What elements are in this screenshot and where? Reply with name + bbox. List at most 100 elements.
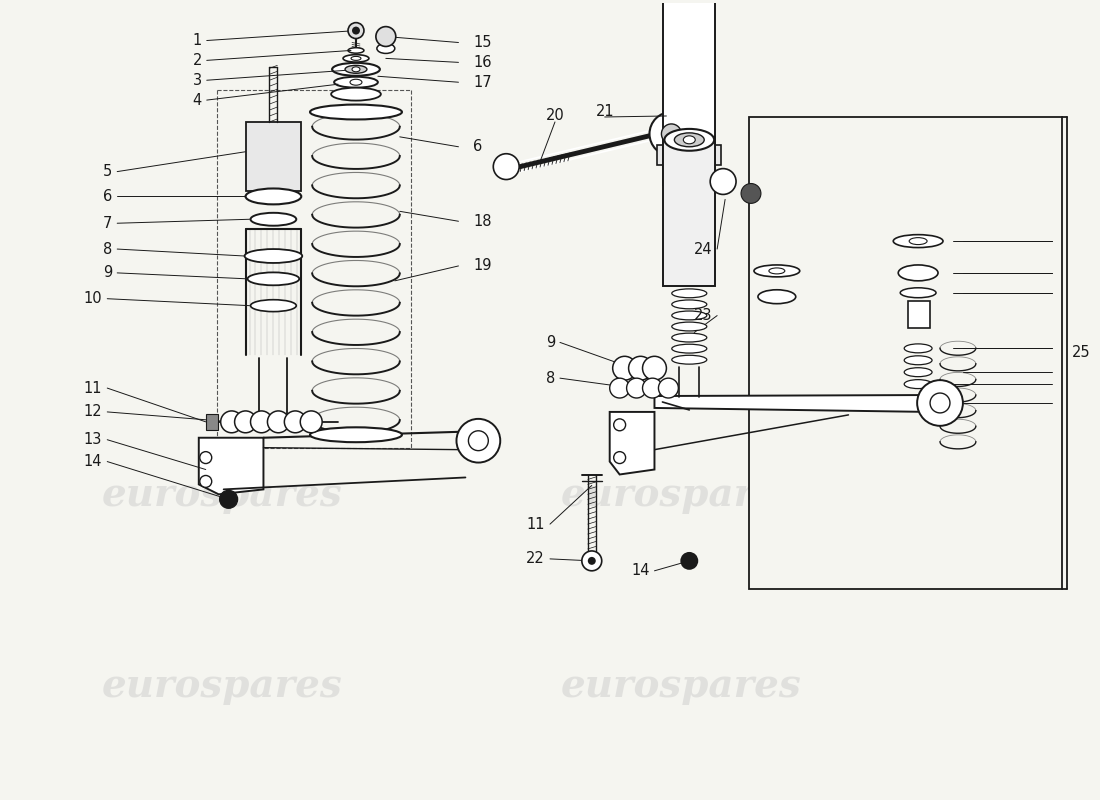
Polygon shape bbox=[654, 395, 928, 412]
Circle shape bbox=[200, 452, 211, 463]
Text: 7: 7 bbox=[102, 216, 112, 230]
Ellipse shape bbox=[754, 265, 800, 277]
Ellipse shape bbox=[904, 368, 932, 377]
Text: eurospares: eurospares bbox=[561, 476, 802, 514]
Circle shape bbox=[267, 411, 289, 433]
Text: 22: 22 bbox=[526, 551, 544, 566]
Bar bbox=[206, 414, 218, 430]
Ellipse shape bbox=[672, 311, 707, 320]
Polygon shape bbox=[609, 412, 654, 474]
Text: 12: 12 bbox=[84, 405, 102, 419]
Text: 20: 20 bbox=[546, 109, 564, 123]
Circle shape bbox=[642, 378, 662, 398]
Bar bbox=[663, 137, 715, 286]
Ellipse shape bbox=[664, 129, 714, 150]
Ellipse shape bbox=[331, 88, 381, 101]
Ellipse shape bbox=[343, 54, 368, 62]
Circle shape bbox=[614, 419, 626, 430]
Circle shape bbox=[614, 452, 626, 463]
Text: 15: 15 bbox=[473, 35, 492, 50]
Circle shape bbox=[741, 183, 761, 203]
Ellipse shape bbox=[904, 344, 932, 353]
Bar bbox=[658, 145, 722, 165]
Text: 9: 9 bbox=[546, 335, 556, 350]
Circle shape bbox=[917, 380, 962, 426]
Text: 17: 17 bbox=[473, 74, 492, 90]
Text: 1: 1 bbox=[192, 33, 201, 48]
Text: 23: 23 bbox=[694, 308, 712, 323]
Circle shape bbox=[582, 551, 602, 571]
Ellipse shape bbox=[900, 288, 936, 298]
Circle shape bbox=[221, 411, 243, 433]
Ellipse shape bbox=[348, 48, 364, 53]
Circle shape bbox=[931, 393, 950, 413]
Ellipse shape bbox=[244, 249, 303, 263]
Text: eurospares: eurospares bbox=[101, 476, 342, 514]
Ellipse shape bbox=[672, 322, 707, 331]
Ellipse shape bbox=[904, 380, 932, 389]
Ellipse shape bbox=[674, 133, 704, 146]
Ellipse shape bbox=[345, 66, 367, 74]
Ellipse shape bbox=[672, 333, 707, 342]
Text: 6: 6 bbox=[103, 189, 112, 204]
Text: 24: 24 bbox=[694, 242, 712, 257]
Circle shape bbox=[200, 475, 211, 487]
Ellipse shape bbox=[332, 63, 380, 76]
Ellipse shape bbox=[251, 300, 296, 312]
Polygon shape bbox=[199, 438, 264, 494]
Circle shape bbox=[284, 411, 306, 433]
Bar bbox=[663, 0, 715, 185]
Ellipse shape bbox=[352, 67, 360, 72]
Bar bbox=[749, 117, 1063, 589]
Ellipse shape bbox=[769, 268, 784, 274]
Circle shape bbox=[348, 22, 364, 38]
Circle shape bbox=[609, 378, 629, 398]
Text: 4: 4 bbox=[192, 93, 201, 107]
Ellipse shape bbox=[377, 43, 395, 54]
Circle shape bbox=[680, 552, 698, 570]
Ellipse shape bbox=[758, 290, 795, 304]
Circle shape bbox=[642, 356, 667, 380]
Text: 21: 21 bbox=[595, 103, 614, 118]
Ellipse shape bbox=[248, 272, 299, 286]
Text: 9: 9 bbox=[103, 266, 112, 280]
Ellipse shape bbox=[310, 427, 402, 442]
Text: 5: 5 bbox=[103, 164, 112, 179]
Text: 11: 11 bbox=[84, 381, 102, 395]
Circle shape bbox=[352, 26, 360, 34]
Ellipse shape bbox=[910, 238, 927, 245]
Text: 8: 8 bbox=[546, 370, 556, 386]
Text: 14: 14 bbox=[631, 563, 649, 578]
Circle shape bbox=[659, 378, 679, 398]
Ellipse shape bbox=[245, 189, 301, 204]
Text: 14: 14 bbox=[84, 454, 102, 469]
Ellipse shape bbox=[899, 265, 938, 281]
Text: 13: 13 bbox=[84, 432, 102, 447]
Circle shape bbox=[711, 169, 736, 194]
Text: 2: 2 bbox=[192, 53, 201, 68]
Circle shape bbox=[456, 419, 501, 462]
Text: 3: 3 bbox=[192, 73, 201, 88]
Circle shape bbox=[587, 557, 596, 565]
Circle shape bbox=[628, 356, 652, 380]
Ellipse shape bbox=[350, 79, 362, 86]
Bar bbox=[909, 301, 931, 329]
Text: eurospares: eurospares bbox=[101, 667, 342, 705]
Ellipse shape bbox=[310, 105, 402, 119]
Text: 8: 8 bbox=[103, 242, 112, 257]
Circle shape bbox=[234, 411, 256, 433]
Text: 11: 11 bbox=[527, 517, 544, 532]
Text: 25: 25 bbox=[1072, 345, 1091, 360]
Circle shape bbox=[627, 378, 647, 398]
Text: eurospares: eurospares bbox=[561, 667, 802, 705]
Ellipse shape bbox=[334, 77, 378, 88]
Ellipse shape bbox=[683, 136, 695, 144]
Circle shape bbox=[251, 411, 273, 433]
Text: 19: 19 bbox=[473, 258, 492, 274]
Text: 16: 16 bbox=[473, 55, 492, 70]
Circle shape bbox=[300, 411, 322, 433]
Circle shape bbox=[376, 26, 396, 46]
Circle shape bbox=[613, 356, 637, 380]
Bar bbox=[245, 122, 301, 191]
Circle shape bbox=[493, 154, 519, 179]
